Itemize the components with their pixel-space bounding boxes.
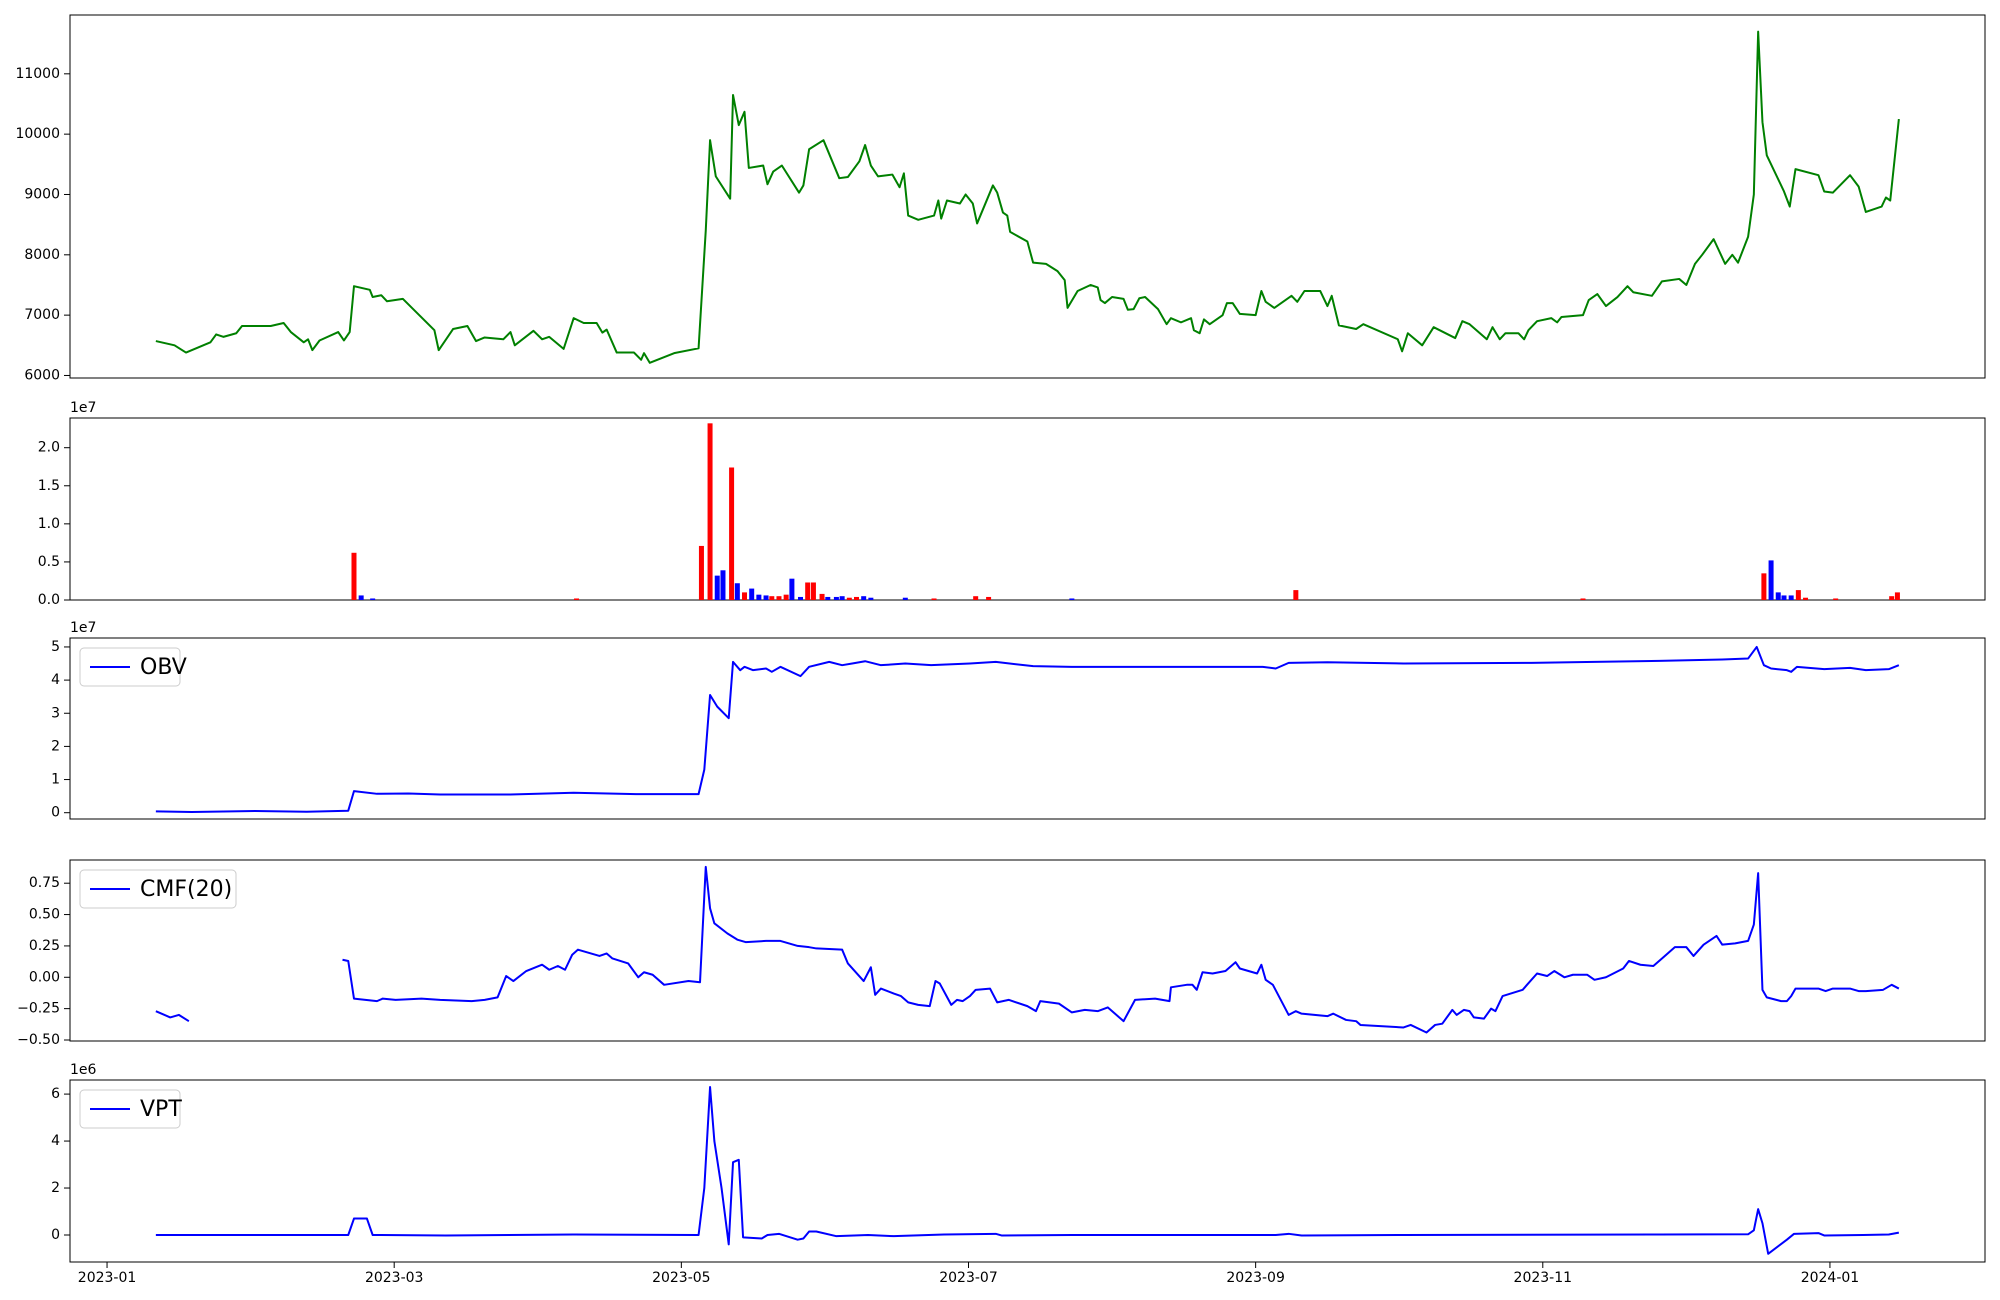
volume-bar: [973, 596, 979, 600]
volume-bar: [902, 597, 908, 600]
volume-bar: [1761, 573, 1767, 600]
y-tick-label: 7000: [24, 307, 60, 323]
volume-bar: [805, 582, 811, 600]
volume-bar: [358, 595, 364, 600]
volume-bar: [931, 598, 937, 600]
axes-frame: [69, 14, 1986, 379]
volume-bar: [714, 575, 720, 600]
volume-bar: [749, 588, 755, 600]
y-tick-label: 10000: [15, 126, 60, 142]
volume-bar: [1889, 596, 1895, 600]
y-tick-label: 11000: [15, 66, 60, 82]
y-tick-label: 8000: [24, 247, 60, 263]
volume-bar: [1580, 598, 1586, 600]
x-tick-label: 2023-05: [652, 1270, 711, 1286]
y-tick-label: 5: [51, 639, 60, 655]
volume-bar: [756, 594, 762, 600]
y-tick-label: 0.75: [29, 875, 60, 891]
volume-bar: [846, 597, 852, 600]
y-offset-label: 1e7: [70, 400, 96, 416]
y-tick-label: 0: [51, 1227, 60, 1243]
y-tick-label: −0.25: [17, 1001, 60, 1017]
legend-label: OBV: [140, 655, 187, 680]
x-tick-label: 2023-07: [939, 1270, 998, 1286]
volume-bar: [825, 596, 831, 600]
x-tick-label: 2023-09: [1226, 1270, 1285, 1286]
volume-bar: [1768, 560, 1774, 600]
x-tick-label: 2023-11: [1514, 1270, 1573, 1286]
series-line: [155, 30, 1900, 364]
volume-bar: [1069, 598, 1075, 600]
volume-bar: [810, 582, 816, 600]
x-tick-label: 2023-01: [78, 1270, 137, 1286]
y-tick-label: 0.0: [38, 592, 60, 608]
y-tick-label: 2: [51, 738, 60, 754]
y-tick-label: 1.0: [38, 516, 60, 532]
y-tick-label: 0.50: [29, 907, 60, 923]
legend-label: CMF(20): [140, 877, 232, 902]
volume-bar: [370, 598, 376, 600]
volume-bar: [742, 592, 748, 600]
volume-bar: [986, 596, 992, 600]
y-tick-label: 0.00: [29, 969, 60, 985]
y-tick-label: 1: [51, 772, 60, 788]
volume-bar: [1833, 598, 1839, 600]
x-tick-label: 2023-03: [365, 1270, 424, 1286]
volume-bar: [734, 583, 740, 600]
volume-bar: [833, 596, 839, 600]
legend-label: VPT: [140, 1097, 182, 1122]
volume-bar: [769, 596, 775, 600]
y-tick-label: 4: [51, 672, 60, 688]
y-tick-label: 9000: [24, 186, 60, 202]
volume-bar: [1803, 597, 1809, 600]
axes-frame: [69, 637, 1986, 820]
volume-bar: [707, 423, 713, 600]
axes-frame: [69, 859, 1986, 1042]
y-tick-label: 0.25: [29, 938, 60, 954]
volume-bar: [776, 596, 782, 600]
y-tick-label: 0: [51, 805, 60, 821]
y-tick-label: 6: [51, 1086, 60, 1102]
series-line: [155, 645, 1900, 814]
volume-bar: [1894, 592, 1900, 600]
legend-box: [79, 869, 237, 909]
y-tick-label: 2.0: [38, 440, 60, 456]
series-line: [155, 1086, 1900, 1255]
axes-frame: [69, 1079, 1986, 1263]
volume-bar: [798, 596, 804, 600]
y-tick-label: −0.50: [17, 1032, 60, 1048]
y-tick-label: 4: [51, 1133, 60, 1149]
y-tick-label: 0.5: [38, 554, 60, 570]
volume-bar: [1795, 590, 1801, 600]
volume-bar: [789, 578, 795, 600]
y-offset-label: 1e6: [70, 1062, 97, 1078]
volume-bar: [763, 595, 769, 600]
y-offset-label: 1e7: [70, 620, 96, 636]
volume-bar: [574, 598, 580, 600]
volume-bar: [1293, 590, 1299, 600]
volume-bar: [783, 594, 789, 600]
x-tick-label: 2024-01: [1801, 1270, 1860, 1286]
y-tick-label: 1.5: [38, 478, 60, 494]
volume-bar: [720, 570, 726, 600]
volume-bar: [1788, 595, 1794, 600]
volume-bar: [698, 545, 704, 600]
volume-bar: [854, 596, 860, 600]
y-tick-label: 6000: [24, 367, 60, 383]
volume-bar: [861, 596, 867, 600]
volume-bar: [351, 552, 357, 600]
y-tick-label: 3: [51, 705, 60, 721]
series-line: [155, 865, 1900, 1034]
axes-frame: [69, 417, 1986, 601]
y-tick-label: 2: [51, 1180, 60, 1196]
volume-bar: [868, 597, 874, 600]
volume-bar: [1775, 592, 1781, 600]
volume-bar: [819, 593, 825, 600]
volume-bar: [839, 596, 845, 600]
volume-bar: [729, 467, 735, 600]
volume-bar: [1781, 595, 1787, 600]
